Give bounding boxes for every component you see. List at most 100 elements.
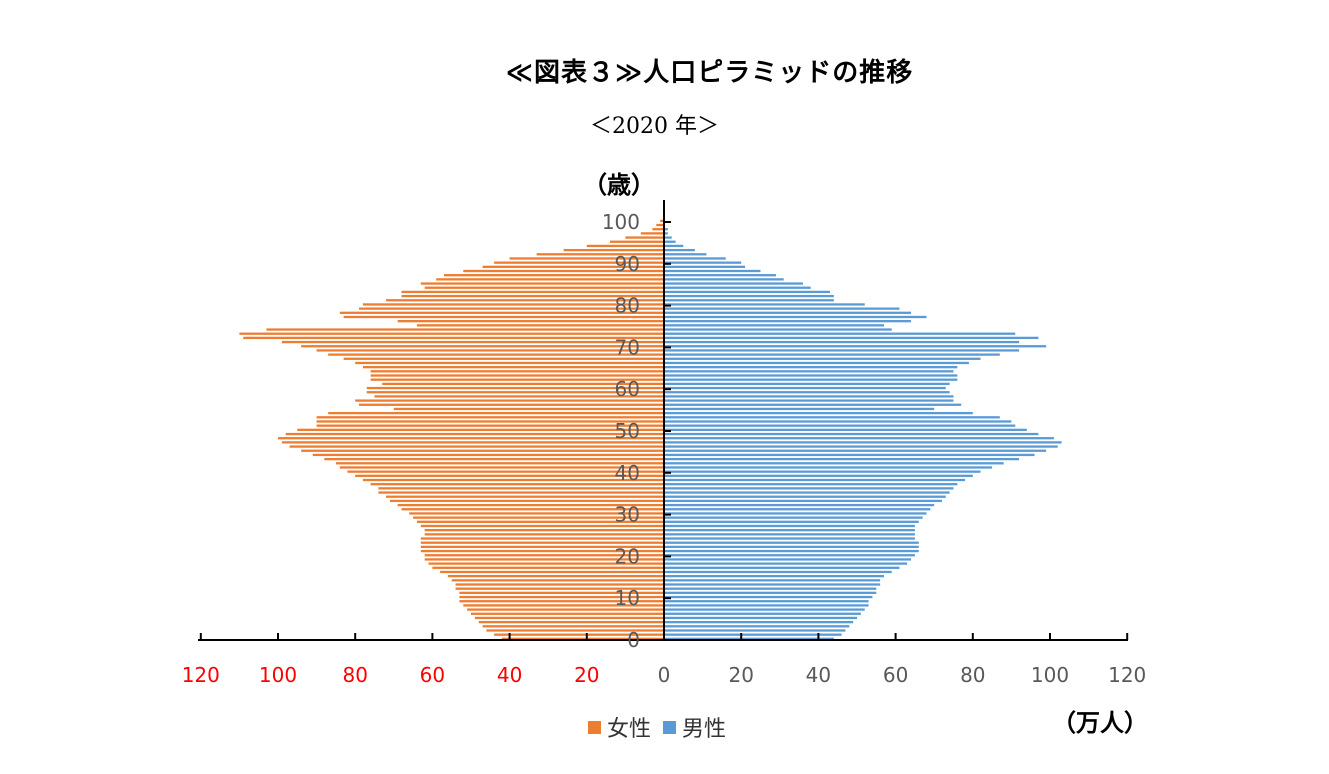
female-bar-age-88 bbox=[463, 269, 664, 273]
male-bar-age-52 bbox=[664, 420, 1012, 423]
female-bar-age-60 bbox=[366, 386, 664, 390]
female-bar-age-33 bbox=[389, 499, 664, 503]
female-bar-age-55 bbox=[393, 407, 664, 411]
male-bar-age-13 bbox=[664, 583, 881, 586]
female-bar-age-29 bbox=[413, 516, 664, 519]
female-bar-age-81 bbox=[386, 299, 664, 302]
female-bar-age-31 bbox=[401, 508, 664, 511]
x-tick-label: 100 bbox=[259, 663, 297, 687]
male-bar-age-27 bbox=[664, 524, 915, 528]
male-bar-age-64 bbox=[664, 370, 954, 373]
female-bar-age-79 bbox=[359, 307, 664, 310]
male-bar-age-25 bbox=[664, 533, 915, 536]
male-bar-age-24 bbox=[664, 537, 915, 540]
male-bar-age-59 bbox=[664, 391, 950, 394]
male-bar-age-8 bbox=[664, 604, 869, 607]
male-bar-age-46 bbox=[664, 445, 1058, 448]
legend-swatch-male bbox=[663, 720, 677, 734]
male-bar-age-28 bbox=[664, 520, 919, 523]
female-bar-age-87 bbox=[443, 274, 664, 277]
y-tick-label: 80 bbox=[615, 294, 640, 318]
female-bar-age-20 bbox=[424, 554, 664, 557]
male-bar-age-67 bbox=[664, 357, 981, 360]
female-bar-age-28 bbox=[416, 520, 664, 523]
male-bar-age-10 bbox=[664, 595, 873, 599]
y-axis-unit-label: （歳） bbox=[583, 171, 655, 199]
male-bar-age-17 bbox=[664, 566, 900, 569]
female-bar-age-41 bbox=[339, 466, 664, 469]
female-bar-age-82 bbox=[401, 294, 664, 298]
legend-label-male: 男性 bbox=[682, 717, 727, 742]
legend-item-male: 男性 bbox=[663, 711, 726, 743]
female-bar-age-92 bbox=[536, 253, 664, 256]
male-bar-age-87 bbox=[664, 274, 776, 277]
male-bar-age-20 bbox=[664, 554, 915, 557]
male-bar-age-60 bbox=[664, 386, 946, 390]
female-bar-age-2 bbox=[486, 629, 664, 632]
x-tick-label: 20 bbox=[728, 663, 753, 687]
female-bar-age-56 bbox=[359, 403, 664, 406]
male-bar-age-41 bbox=[664, 466, 993, 469]
x-axis-unit-label: （万人） bbox=[1052, 709, 1148, 737]
female-bar-age-85 bbox=[420, 282, 664, 285]
male-bar-age-68 bbox=[664, 353, 1000, 356]
male-bar-age-95 bbox=[664, 240, 676, 243]
female-bar-age-9 bbox=[459, 600, 664, 603]
x-tick-label: 40 bbox=[806, 663, 831, 687]
male-bar-age-96 bbox=[664, 236, 672, 239]
y-tick-label: 90 bbox=[615, 252, 640, 276]
male-bar-age-6 bbox=[664, 612, 861, 615]
female-bar-age-53 bbox=[316, 416, 664, 419]
female-bar-age-98 bbox=[652, 228, 664, 231]
legend-label-female: 女性 bbox=[607, 717, 652, 742]
female-bar-age-54 bbox=[328, 411, 664, 415]
male-bar-age-66 bbox=[664, 361, 969, 365]
male-bar-age-16 bbox=[664, 570, 892, 574]
male-bar-age-11 bbox=[664, 591, 877, 595]
female-bar-age-83 bbox=[401, 290, 664, 294]
male-bar-age-75 bbox=[664, 324, 885, 327]
male-bar-age-12 bbox=[664, 587, 877, 590]
male-bar-age-76 bbox=[664, 320, 912, 323]
female-bar-age-38 bbox=[362, 478, 664, 482]
female-bar-age-78 bbox=[339, 311, 664, 314]
female-bar-age-64 bbox=[370, 370, 664, 373]
female-bar-age-71 bbox=[281, 340, 664, 344]
male-bar-age-26 bbox=[664, 529, 915, 532]
male-bar-age-0 bbox=[664, 637, 834, 640]
female-bar-age-61 bbox=[382, 382, 664, 386]
male-bar-age-92 bbox=[664, 253, 707, 256]
male-bar-age-50 bbox=[664, 428, 1027, 431]
female-bar-age-4 bbox=[478, 620, 664, 624]
female-bar-age-76 bbox=[397, 320, 664, 323]
legend-swatch-female bbox=[588, 720, 601, 734]
male-bar-age-81 bbox=[664, 299, 834, 302]
female-bar-age-62 bbox=[370, 378, 664, 381]
y-tick-label: 100 bbox=[602, 210, 640, 234]
female-bar-age-86 bbox=[436, 278, 664, 281]
female-bar-age-7 bbox=[467, 608, 664, 611]
female-bar-age-26 bbox=[424, 529, 664, 532]
male-bar-age-32 bbox=[664, 503, 935, 507]
male-bar-age-72 bbox=[664, 336, 1039, 340]
male-bar-age-53 bbox=[664, 416, 1000, 419]
female-bar-age-66 bbox=[355, 361, 664, 365]
x-tick-label: 80 bbox=[960, 663, 985, 687]
male-bar-age-44 bbox=[664, 453, 1035, 457]
female-bar-age-6 bbox=[471, 612, 664, 615]
male-bar-age-86 bbox=[664, 278, 784, 281]
female-bar-age-63 bbox=[370, 374, 664, 377]
female-bar-age-13 bbox=[455, 583, 664, 586]
female-bar-age-39 bbox=[355, 474, 664, 477]
y-tick-label: 50 bbox=[615, 419, 640, 443]
chart-axes bbox=[198, 200, 1129, 641]
male-bar-age-62 bbox=[664, 378, 958, 381]
male-bar-age-55 bbox=[664, 407, 935, 411]
male-bar-age-21 bbox=[664, 549, 919, 553]
male-bar-age-74 bbox=[664, 328, 892, 331]
female-bar-age-22 bbox=[420, 545, 664, 549]
female-bar-age-95 bbox=[609, 240, 664, 243]
female-bar-age-80 bbox=[362, 303, 664, 306]
x-tick-label: 60 bbox=[420, 663, 445, 687]
female-bar-age-44 bbox=[312, 453, 664, 457]
